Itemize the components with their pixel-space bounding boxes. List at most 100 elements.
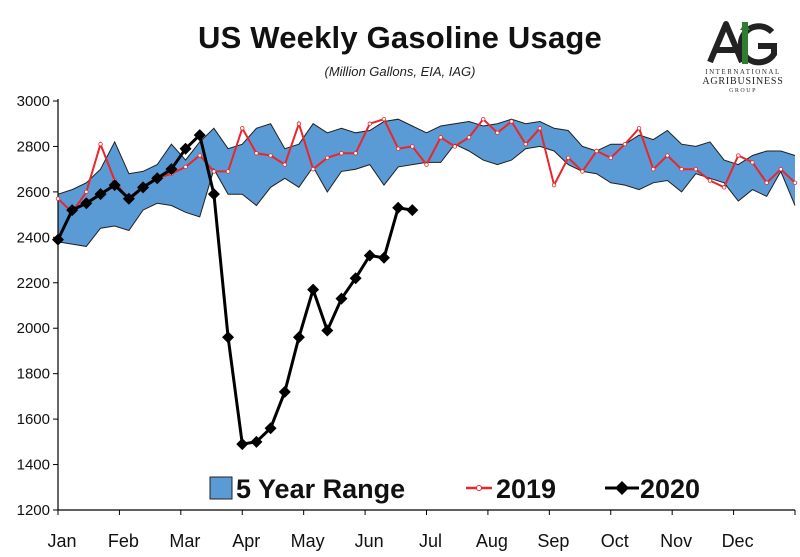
series-2019-point <box>750 160 755 165</box>
series-2019-point <box>636 126 642 131</box>
series-2020-point <box>151 172 164 185</box>
series-2020-point <box>165 163 178 176</box>
legend-marker-2019 <box>476 485 482 491</box>
series-2020-point <box>321 324 334 337</box>
range-layer <box>57 118 796 247</box>
series-2019-point <box>98 141 103 147</box>
series-2020-point <box>137 181 150 194</box>
series-2019-point <box>523 141 528 147</box>
series-2019-point <box>651 166 656 172</box>
series-2019-point <box>736 153 741 158</box>
iag-logo: INTERNATIONAL AGRIBUSINESS GROUP <box>688 18 798 96</box>
x-tick-label: Aug <box>476 531 508 551</box>
series-2020-point <box>349 272 362 285</box>
x-tick-label: Sep <box>537 531 569 551</box>
series-2019-point <box>424 162 429 167</box>
series-2019-point <box>594 148 599 154</box>
y-tick-label: 1800 <box>17 366 50 383</box>
legend-label-range: 5 Year Range <box>236 474 405 504</box>
series-2019-point <box>410 144 415 149</box>
series-2019-point <box>537 126 543 131</box>
series-2019-point <box>665 153 670 158</box>
series-2019-point <box>778 166 784 172</box>
series-2020-point <box>236 438 249 451</box>
range-lower-edge <box>57 143 796 247</box>
series-2019-point <box>268 153 273 158</box>
series-2020-point <box>363 249 376 262</box>
series-2020-point <box>392 201 405 214</box>
series-2019-point <box>381 116 387 122</box>
series-2019-point <box>608 155 613 161</box>
series-2019-point <box>282 162 287 167</box>
x-tick-label: Feb <box>108 531 139 551</box>
series-2019-point <box>211 169 217 174</box>
x-tick-label: Nov <box>660 531 692 551</box>
series-2020-point <box>307 283 320 296</box>
series-2019-point <box>310 166 316 172</box>
series-2019-point <box>225 169 231 174</box>
series-2020-point <box>207 188 220 201</box>
range-band <box>58 119 795 247</box>
chart-title: US Weekly Gasoline Usage <box>198 20 602 55</box>
x-tick-label: Apr <box>232 531 260 551</box>
series-2019-point <box>480 116 486 122</box>
series-2019-point <box>622 141 628 147</box>
x-tick-label: Oct <box>601 531 629 551</box>
x-tick-label: Mar <box>169 531 200 551</box>
legend-marker-2020 <box>615 481 629 495</box>
y-tick-label: 2600 <box>17 184 50 201</box>
series-2020-point <box>406 204 419 217</box>
y-tick-label: 2400 <box>17 229 50 246</box>
series-2019-point <box>55 196 61 201</box>
series-2019-point <box>325 155 330 161</box>
series-2020-point <box>264 422 277 435</box>
series-2019-point <box>707 178 713 183</box>
legend-label-2020: 2020 <box>640 474 700 504</box>
series-2019-point <box>566 155 571 161</box>
series-2019-point <box>183 164 188 170</box>
series-2019-point <box>438 135 443 140</box>
series-2019-point <box>240 126 245 131</box>
series-2019-point <box>495 130 500 136</box>
series-2020-point <box>193 129 206 142</box>
x-tick-label: May <box>291 531 325 551</box>
series-2019-point <box>764 180 769 185</box>
series-2019-point <box>339 151 344 156</box>
series-2019-point <box>792 180 798 185</box>
series-2019-point <box>296 121 302 126</box>
series-2020-point <box>278 385 291 398</box>
series-2019-point <box>197 153 202 158</box>
series-2019-point <box>84 189 89 195</box>
x-tick-label: Jan <box>47 531 76 551</box>
y-tick-label: 1200 <box>17 502 50 519</box>
series-2020-point <box>292 331 305 344</box>
chart-subtitle: (Million Gallons, EIA, IAG) <box>324 64 476 79</box>
x-tick-label: Jun <box>355 531 384 551</box>
logo-text-line2: AGRIBUSINESS <box>702 76 784 87</box>
series-2019-point <box>466 135 472 140</box>
y-tick-label: 1600 <box>17 411 50 428</box>
series-2019-layer <box>55 116 798 215</box>
series-2020-point <box>80 197 93 210</box>
series-2020-point <box>335 292 348 305</box>
y-tick-label: 2200 <box>17 275 50 292</box>
x-tick-label: Jul <box>419 531 442 551</box>
series-2019-point <box>580 169 585 174</box>
series-2019-point <box>353 151 358 156</box>
series-2019-point <box>395 146 401 151</box>
series-2020-point <box>66 204 79 217</box>
series-2020-layer <box>52 129 419 451</box>
series-2019-point <box>693 166 698 172</box>
series-2020-point <box>250 435 263 448</box>
series-2020-point <box>108 179 121 192</box>
logo-text-line1: INTERNATIONAL <box>705 68 781 76</box>
series-2020-point <box>222 331 235 344</box>
x-tick-label: Dec <box>722 531 754 551</box>
y-tick-label: 2000 <box>17 320 50 337</box>
series-2019-point <box>452 144 458 149</box>
series-2020-point <box>52 233 64 246</box>
series-2019-point <box>509 119 514 124</box>
y-tick-label: 3000 <box>17 93 50 110</box>
y-tick-label: 1400 <box>17 457 50 474</box>
